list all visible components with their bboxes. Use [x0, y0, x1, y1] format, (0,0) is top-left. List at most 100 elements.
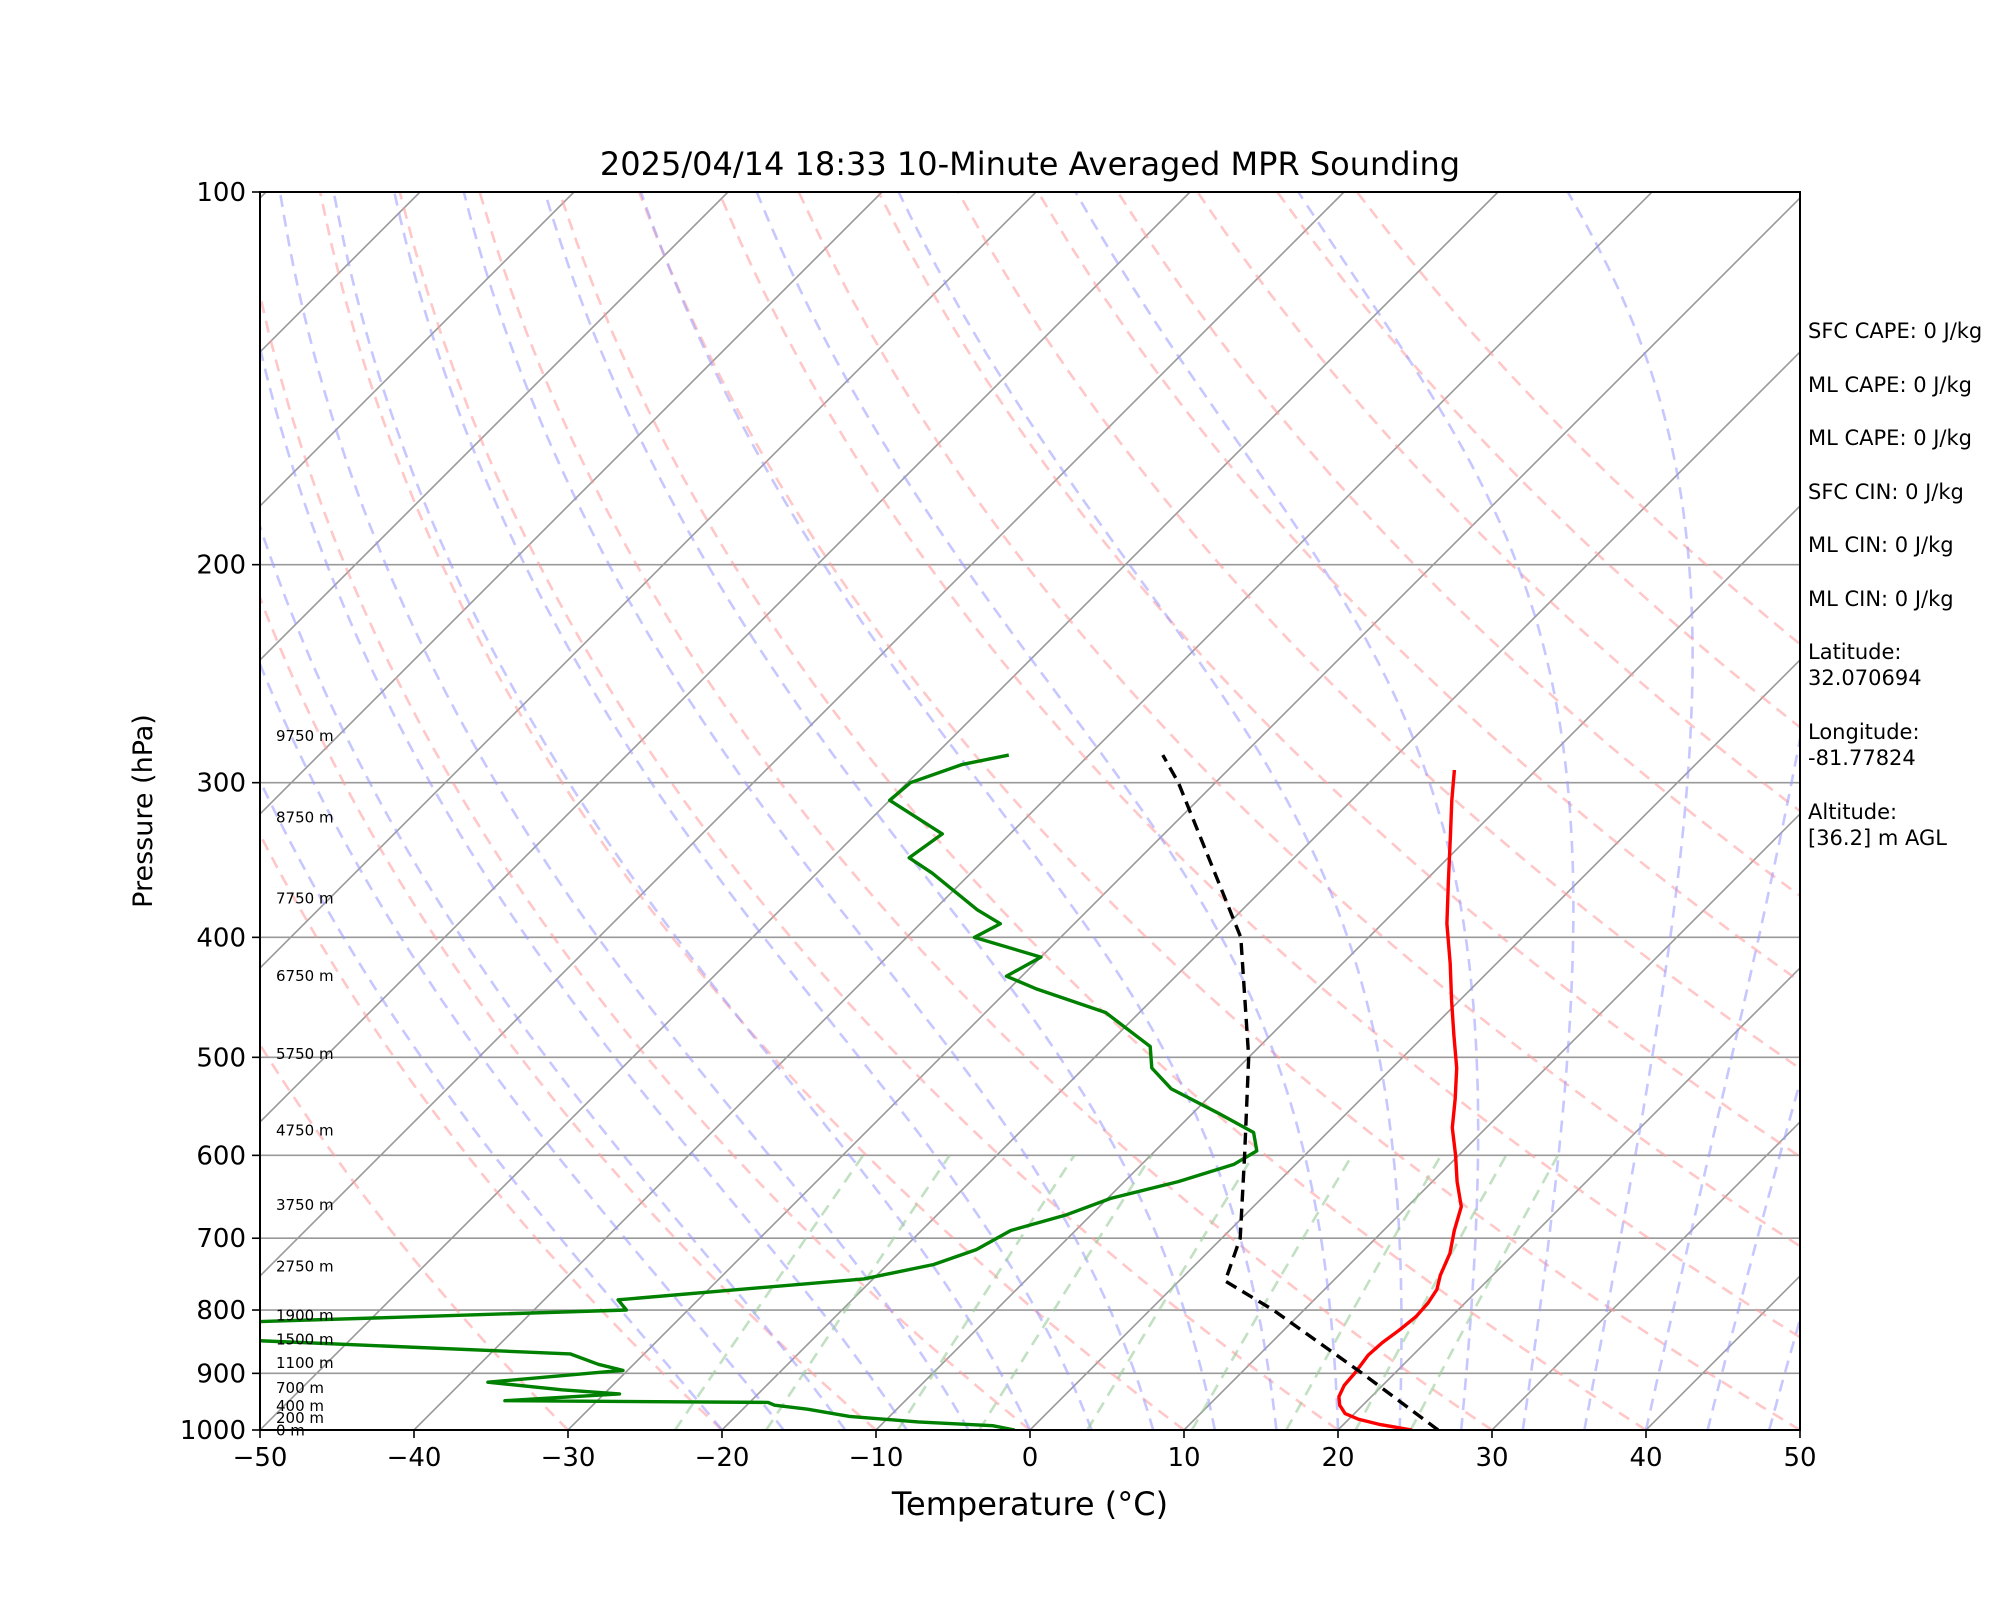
height-label: 400 m: [276, 1397, 324, 1415]
latitude-text: Latitude: 32.070694: [1808, 640, 1922, 690]
dry-adiabat-line: [260, 831, 723, 1430]
dry-adiabat-line: [1036, 192, 1800, 984]
isotherm-line: [1491, 1120, 1800, 1430]
x-tick-label: 0: [1022, 1443, 1039, 1473]
isotherm-line: [260, 192, 1345, 1278]
sfc-cape-text: SFC CAPE: 0 J/kg: [1808, 319, 1983, 343]
height-label: 200 m: [276, 1409, 324, 1427]
moist-adiabat-line: [393, 192, 1093, 1430]
y-tick-label: 600: [196, 1141, 246, 1171]
moist-adiabat-line: [332, 192, 1032, 1430]
x-tick-label: −30: [541, 1443, 596, 1473]
moist-adiabat-line: [755, 192, 1340, 1430]
moist-adiabat-line: [1566, 192, 1694, 1430]
mixing-ratio-line: [1409, 1154, 1560, 1430]
isotherm-line: [721, 350, 1800, 1430]
ml-cin-text-2: ML CIN: 0 J/kg: [1808, 586, 1954, 611]
sfc-cin-text: SFC CIN: 0 J/kg: [1808, 479, 1964, 504]
chart-title: 2025/04/14 18:33 10-Minute Averaged MPR …: [600, 145, 1460, 183]
height-label: 4750 m: [276, 1122, 334, 1140]
axes: −50 −40 −30 −20 −10 0 10 20 30 40 50 100 200 300 400 50…: [180, 178, 1817, 1473]
dry-adiabat-line: [1276, 192, 1800, 729]
ml-cape-text: ML CAPE: 0 J/kg: [1808, 372, 1973, 397]
x-tick-label: 50: [1783, 1443, 1816, 1473]
dry-adiabat-line: [478, 192, 1493, 1430]
height-label: 1500 m: [276, 1330, 334, 1348]
y-tick-label: 400: [196, 923, 246, 953]
dry-adiabat-line: [717, 192, 1800, 1339]
dry-adiabat-line: [260, 289, 1031, 1430]
mixing-ratio-line: [1190, 1154, 1354, 1430]
moist-adiabat-line: [260, 342, 908, 1430]
isotherm-line: [1337, 966, 1800, 1430]
mixing-ratio-line: [896, 1154, 1076, 1430]
height-label: 1100 m: [276, 1354, 334, 1372]
isotherm-line: [260, 192, 883, 816]
height-label: 9750 m: [276, 727, 334, 745]
isotherm-line: [1183, 812, 1800, 1430]
mixing-ratio-line: [1086, 1154, 1255, 1430]
y-tick-label: 900: [196, 1359, 246, 1389]
moist-adiabat-line: [278, 192, 970, 1430]
isotherm-line: [260, 192, 729, 662]
height-label: 5750 m: [276, 1045, 334, 1063]
x-tick-label: 40: [1629, 1443, 1662, 1473]
sounding-info-panel: SFC CAPE: 0 J/kg ML CAPE: 0 J/kg ML CAPE…: [1808, 318, 1998, 879]
moist-adiabat-line: [462, 192, 1155, 1430]
parcel-profile-line: [1161, 754, 1440, 1430]
moist-adiabat-line: [543, 192, 1217, 1430]
height-label: 6750 m: [276, 967, 334, 985]
dewpoint-profile-line: [260, 753, 1259, 1430]
isotherm-line: [260, 192, 575, 508]
mixing-ratio-line: [1354, 1154, 1508, 1430]
height-label: 2750 m: [276, 1258, 334, 1276]
isotherm-line: [260, 192, 1499, 1430]
dry-adiabat-line: [1116, 192, 1800, 898]
temperature-profile-line: [1337, 769, 1463, 1430]
moist-adiabat-line: [897, 192, 1403, 1430]
dry-adiabat-line: [260, 1042, 569, 1430]
isotherm-line: [875, 504, 1800, 1430]
x-tick-label: 10: [1167, 1443, 1200, 1473]
ml-cin-text: ML CIN: 0 J/kg: [1808, 533, 1954, 557]
x-tick-label: −20: [695, 1443, 750, 1473]
moist-adiabat-line: [1706, 1077, 1800, 1430]
dry-adiabat-line: [637, 192, 1800, 1430]
moist-adiabat-line: [260, 660, 785, 1430]
longitude-text: Longitude: -81.77824: [1808, 720, 1920, 770]
height-label: 1900 m: [276, 1306, 334, 1324]
y-tick-label: 200: [196, 551, 246, 581]
y-tick-label: 1000: [180, 1416, 246, 1446]
y-axis-label: Pressure (hPa): [128, 714, 159, 908]
moist-adiabat-line: [1767, 1314, 1800, 1430]
mixing-ratio-line: [765, 1154, 951, 1430]
x-axis-label: Temperature (°C): [891, 1485, 1168, 1523]
height-label: 700 m: [276, 1379, 324, 1397]
y-tick-label: 300: [196, 769, 246, 799]
dry-adiabat-line: [797, 192, 1800, 1248]
y-tick-label: 700: [196, 1224, 246, 1254]
height-label: 7750 m: [276, 889, 334, 907]
mixing-ratio-line: [1285, 1154, 1443, 1430]
x-tick-label: −10: [849, 1443, 904, 1473]
y-tick-label: 800: [196, 1296, 246, 1326]
x-tick-label: 30: [1475, 1443, 1508, 1473]
moist-adiabat-line: [1297, 192, 1575, 1430]
moist-adiabat-line: [639, 192, 1278, 1430]
mixing-ratio-line: [978, 1154, 1153, 1430]
mixing-ratio-line: [674, 1154, 865, 1430]
y-tick-label: 500: [196, 1043, 246, 1073]
moist-adiabat-line: [1644, 732, 1800, 1430]
dry-adiabat-line: [877, 192, 1800, 1159]
isotherm-line: [413, 192, 1653, 1430]
ml-cape-text-2: ML CAPE: 0 J/kg: [1808, 426, 1973, 450]
height-label: 8750 m: [276, 808, 334, 826]
x-tick-label: −40: [387, 1443, 442, 1473]
moist-adiabat-line: [260, 522, 847, 1430]
moist-adiabat-line: [1074, 192, 1480, 1430]
height-label: 3750 m: [276, 1196, 334, 1214]
dry-adiabat-line: [318, 192, 1185, 1430]
y-tick-label: 100: [196, 178, 246, 208]
